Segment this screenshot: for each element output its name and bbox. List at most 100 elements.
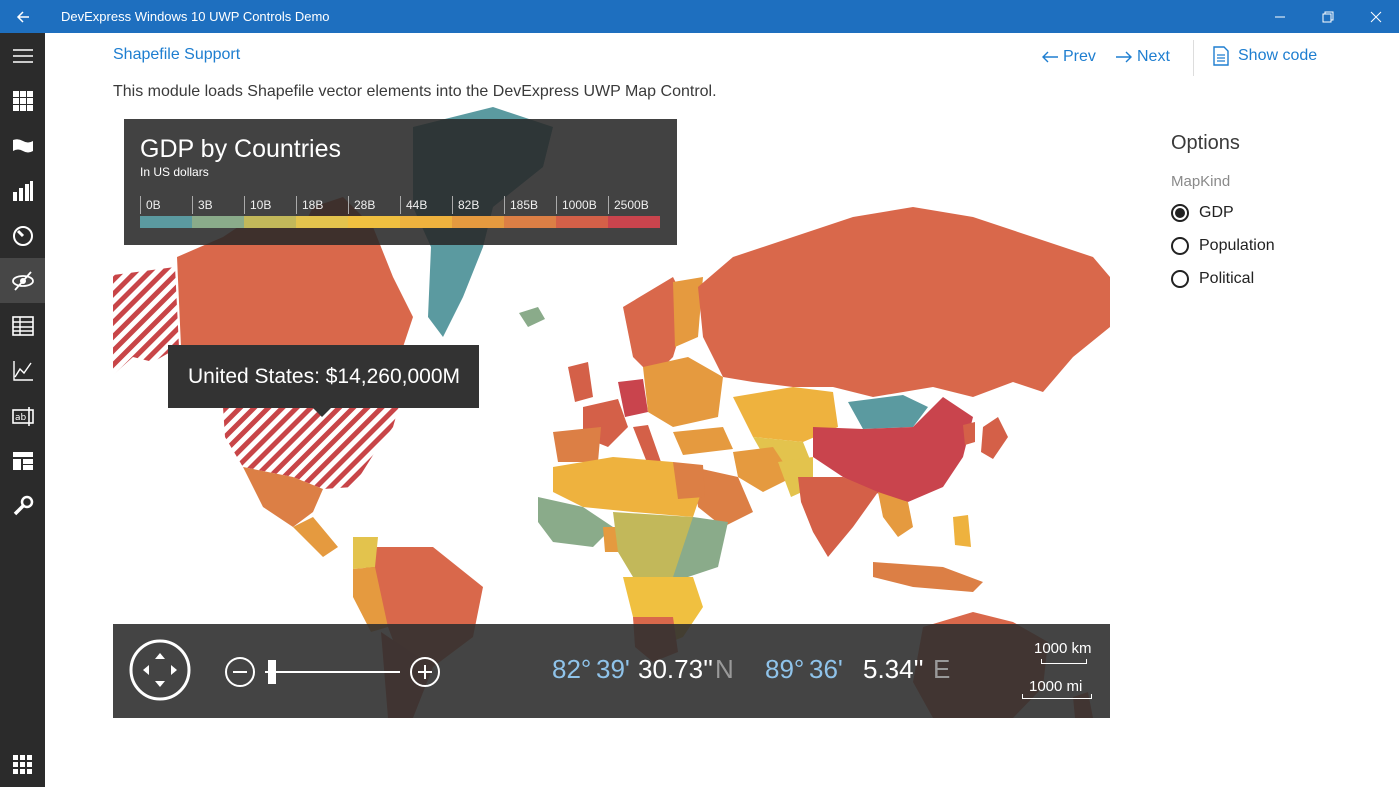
grid-icon[interactable] [0, 78, 45, 123]
legend-swatch [608, 216, 660, 228]
country-china[interactable] [813, 397, 973, 502]
flag-icon[interactable] [0, 123, 45, 168]
apps-grid-icon[interactable] [0, 742, 45, 787]
title-bar: DevExpress Windows 10 UWP Controls Demo [0, 0, 1399, 33]
scale-km-label: 1000 km [1034, 640, 1092, 657]
country-spain[interactable] [553, 427, 601, 462]
legend-tick: 10B [244, 196, 271, 214]
radio-label: GDP [1199, 204, 1234, 221]
zoom-out-icon[interactable] [224, 656, 256, 688]
country-united-kingdom[interactable] [568, 362, 593, 402]
country-peru[interactable] [353, 567, 388, 632]
header-divider [1193, 40, 1194, 76]
zoom-slider-thumb[interactable] [268, 660, 276, 684]
radio-label: Political [1199, 270, 1255, 287]
map-legend: GDP by Countries In US dollars 0B 3B 10B… [124, 119, 677, 245]
restore-icon[interactable] [1305, 0, 1351, 33]
window-title: DevExpress Windows 10 UWP Controls Demo [61, 9, 330, 24]
legend-tick: 28B [348, 196, 375, 214]
country-indonesia[interactable] [873, 562, 983, 592]
country-iran[interactable] [733, 447, 793, 492]
zoom-slider-track [265, 671, 400, 673]
table-icon[interactable] [0, 303, 45, 348]
country-east-africa[interactable] [673, 517, 728, 577]
country-korea[interactable] [963, 422, 975, 445]
editors-icon[interactable]: ab [0, 393, 45, 438]
country-egypt[interactable] [673, 462, 705, 499]
country-india[interactable] [798, 477, 878, 557]
country-eastern-europe[interactable] [643, 357, 723, 427]
radio-gdp[interactable]: GDP [1171, 202, 1234, 224]
legend-subtitle: In US dollars [140, 165, 209, 179]
country-alaska[interactable] [113, 267, 179, 375]
country-kazakhstan[interactable] [733, 387, 838, 442]
country-southeast-asia[interactable] [878, 492, 913, 537]
country-colombia[interactable] [353, 537, 378, 569]
legend-swatch [504, 216, 556, 228]
close-icon[interactable] [1353, 0, 1399, 33]
layout-icon[interactable] [0, 438, 45, 483]
legend-tick: 0B [140, 196, 161, 214]
radio-population[interactable]: Population [1171, 235, 1275, 257]
latitude-minutes: 39' [596, 654, 630, 684]
radio-button-icon[interactable] [1171, 237, 1189, 255]
show-code-button[interactable]: Show code [1213, 46, 1317, 66]
radio-label: Population [1199, 237, 1275, 254]
legend-tick: 3B [192, 196, 213, 214]
country-philippines[interactable] [953, 515, 971, 547]
map-tooltip: United States: $14,260,000M [168, 345, 479, 408]
country-finland[interactable] [673, 277, 703, 347]
longitude-hemisphere: E [933, 654, 951, 684]
legend-swatch [296, 216, 348, 228]
gauge-icon[interactable] [0, 213, 45, 258]
legend-swatch [140, 216, 192, 228]
map-control-icon[interactable] [0, 258, 45, 303]
tooltip-pointer [312, 407, 332, 417]
country-saudi-arabia[interactable] [693, 467, 753, 527]
radio-political[interactable]: Political [1171, 268, 1254, 290]
zoom-slider[interactable] [265, 660, 400, 684]
legend-swatch [452, 216, 504, 228]
legend-tick: 2500B [608, 196, 649, 214]
next-label: Next [1137, 48, 1170, 65]
pan-control-icon[interactable] [129, 639, 191, 701]
module-title[interactable]: Shapefile Support [113, 46, 241, 63]
country-italy[interactable] [633, 425, 661, 465]
minimize-icon[interactable] [1257, 0, 1303, 33]
country-norway-sweden[interactable] [623, 277, 688, 377]
wrench-icon[interactable] [0, 483, 45, 528]
zoom-in-icon[interactable] [409, 656, 441, 688]
legend-title: GDP by Countries [140, 135, 342, 163]
longitude-degrees: 89° [765, 654, 805, 684]
country-central-america[interactable] [293, 517, 338, 557]
longitude-seconds: 5.34'' [863, 654, 924, 684]
radio-button-icon[interactable] [1171, 204, 1189, 222]
bar-chart-icon[interactable] [0, 168, 45, 213]
scale-km-bar [1041, 659, 1087, 664]
country-japan[interactable] [981, 417, 1008, 459]
country-russia[interactable] [698, 207, 1110, 397]
chart-line-icon[interactable] [0, 348, 45, 393]
country-turkey[interactable] [673, 427, 733, 455]
next-button[interactable]: Next [1115, 48, 1170, 66]
country-germany[interactable] [618, 379, 648, 417]
prev-label: Prev [1063, 48, 1096, 65]
country-iceland[interactable] [519, 307, 545, 327]
prev-button[interactable]: Prev [1041, 48, 1096, 66]
country-mexico[interactable] [243, 467, 323, 527]
legend-swatch [244, 216, 296, 228]
legend-tick: 185B [504, 196, 538, 214]
back-arrow-icon[interactable] [0, 0, 45, 33]
scale-mi-bar [1022, 694, 1092, 699]
latitude-degrees: 82° [552, 654, 592, 684]
document-icon [1213, 46, 1229, 66]
radio-button-icon[interactable] [1171, 270, 1189, 288]
country-west-africa[interactable] [538, 497, 613, 547]
country-north-africa[interactable] [553, 457, 703, 517]
legend-swatch [192, 216, 244, 228]
country-mongolia[interactable] [848, 395, 928, 429]
mapkind-label: MapKind [1171, 173, 1231, 190]
scale-mi-label: 1000 mi [1029, 678, 1083, 695]
legend-tick: 1000B [556, 196, 597, 214]
hamburger-menu-icon[interactable] [0, 33, 45, 78]
